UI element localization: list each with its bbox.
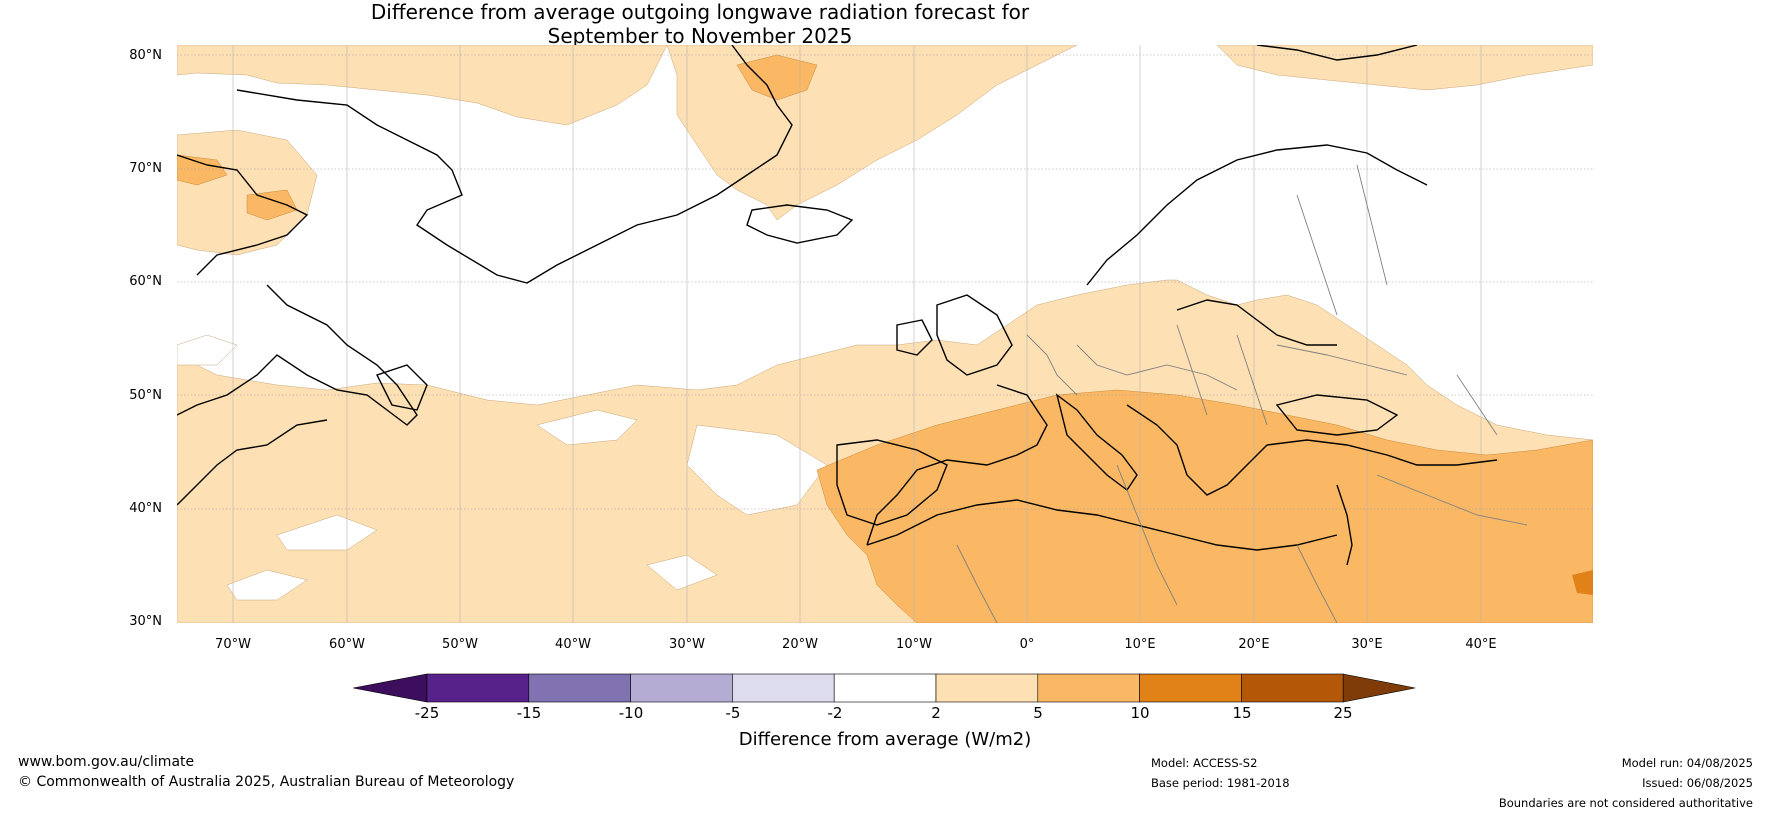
footer-base-period: Base period: 1981-2018 [1151, 776, 1290, 790]
uk-coast [936, 294, 1013, 376]
lon-label-70w: 70°W [215, 637, 251, 652]
lon-label-10w: 10°W [896, 637, 932, 652]
cbar-tick-minus15: -15 [516, 704, 542, 722]
footer-issued: Issued: 06/08/2025 [1642, 776, 1753, 790]
lat-label-80n: 80°N [129, 48, 162, 63]
color-bar-segment [833, 673, 937, 703]
anomaly-map [177, 45, 1593, 623]
lat-label-40n: 40°N [129, 501, 162, 516]
lon-label-20e: 20°E [1238, 637, 1270, 652]
cbar-tick-2: 2 [931, 704, 941, 722]
turkey-coast [1266, 439, 1498, 466]
labrador-coast [177, 284, 418, 426]
balkans-coast [1126, 404, 1268, 496]
cbar-tick-25: 25 [1333, 704, 1353, 722]
color-bar-extend-high [1342, 673, 1416, 703]
color-bar-segment [528, 673, 631, 703]
footer-copyright: © Commonwealth of Australia 2025, Austra… [18, 774, 515, 790]
color-bar-segments [353, 673, 1416, 703]
footer-disclaimer: Boundaries are not considered authoritat… [1498, 796, 1753, 810]
north-africa-coast [866, 499, 1338, 551]
lon-label-0: 0° [1019, 637, 1035, 652]
color-bar-segment [935, 673, 1039, 703]
color-bar-segment [630, 673, 733, 703]
greenland-coast [236, 45, 793, 284]
lat-label-50n: 50°N [129, 388, 162, 403]
country-borders [956, 164, 1528, 623]
color-bar-segment [1037, 673, 1140, 703]
cbar-tick-minus25: -25 [414, 704, 440, 722]
us-east-coast [177, 419, 328, 506]
footer-url[interactable]: www.bom.gov.au/climate [18, 754, 195, 770]
title-line-1: Difference from average outgoing longwav… [370, 0, 1030, 24]
anomaly-10-15-fill [1572, 570, 1593, 595]
cbar-tick-5: 5 [1033, 704, 1043, 722]
iberia-coast [836, 439, 948, 526]
map-title: Difference from average outgoing longwav… [0, 0, 1400, 48]
lon-label-30e: 30°E [1351, 637, 1383, 652]
map-canvas [177, 45, 1593, 623]
color-bar-segment [426, 673, 530, 703]
lat-label-70n: 70°N [129, 161, 162, 176]
lon-label-10e: 10°E [1124, 637, 1156, 652]
lon-label-20w: 20°W [782, 637, 818, 652]
lat-label-60n: 60°N [129, 274, 162, 289]
color-bar-label: Difference from average (W/m2) [738, 729, 1032, 750]
iceland-coast [746, 204, 854, 244]
anomaly-5-10-fill [177, 54, 1593, 623]
coastlines [177, 45, 1498, 566]
lon-label-40w: 40°W [555, 637, 591, 652]
near-average-fill [177, 334, 828, 601]
graticule [177, 54, 1593, 510]
italy-coast [1055, 393, 1138, 492]
lon-label-40e: 40°E [1465, 637, 1497, 652]
norway-coast [1086, 144, 1428, 286]
lat-label-30n: 30°N [129, 614, 162, 629]
cbar-tick-15: 15 [1232, 704, 1252, 722]
ireland-coast [896, 319, 933, 356]
cbar-tick-10: 10 [1130, 704, 1150, 722]
color-bar-segment [1139, 673, 1242, 703]
baffin-coast [177, 154, 309, 276]
cbar-tick-minus10: -10 [618, 704, 644, 722]
europe-west-coast [866, 384, 1048, 546]
color-bar-segment [1241, 673, 1344, 703]
black-sea-coast [1275, 394, 1399, 436]
footer-model-run: Model run: 04/08/2025 [1621, 756, 1753, 770]
cbar-tick-minus2: -2 [827, 704, 843, 722]
footer-model: Model: ACCESS-S2 [1151, 756, 1258, 770]
cbar-tick-minus5: -5 [725, 704, 741, 722]
lon-label-60w: 60°W [329, 637, 365, 652]
levant-coast [1336, 484, 1353, 566]
color-bar [353, 673, 1416, 703]
svalbard-coast [1256, 45, 1418, 61]
color-bar-extend-low [353, 673, 428, 703]
lon-label-50w: 50°W [442, 637, 478, 652]
title-line-2: September to November 2025 [547, 24, 853, 48]
newfoundland-coast [376, 364, 428, 411]
baltic-coast [1176, 299, 1337, 346]
lon-label-30w: 30°W [669, 637, 705, 652]
color-bar-segment [732, 673, 835, 703]
